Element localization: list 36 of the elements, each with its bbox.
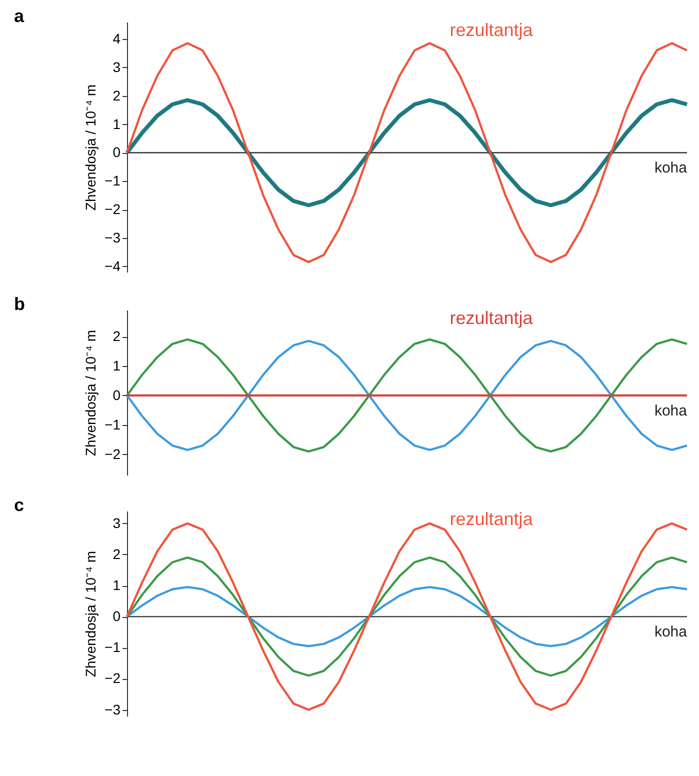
y-tick-label: −1	[104, 416, 121, 432]
y-tick-label: −2	[104, 446, 121, 462]
y-tick-label: 1	[112, 577, 121, 594]
y-tick-label: 0	[112, 608, 121, 624]
series-label: rezultantja	[450, 20, 534, 40]
y-tick-label: −3	[104, 229, 121, 246]
y-tick-label: −3	[104, 701, 121, 718]
y-tick-label: 3	[112, 58, 121, 75]
y-tick-label: 3	[112, 514, 121, 531]
y-tick-label: 1	[112, 357, 121, 374]
y-tick-label: 2	[112, 546, 121, 562]
chart-title: c	[14, 495, 24, 515]
y-axis-title: Zhvendosja / 10⁻⁴ m	[82, 550, 99, 678]
series-label: rezultantja	[450, 509, 534, 529]
y-tick-label: −4	[104, 258, 121, 274]
y-axis-title: Zhvendosja / 10⁻⁴ m	[82, 84, 99, 211]
text: rezultantja	[450, 308, 534, 328]
y-tick-label: 0	[112, 386, 121, 403]
x-axis-title: koha	[654, 402, 688, 420]
y-tick-label: 2	[112, 87, 121, 104]
y-tick-label: −1	[104, 639, 121, 656]
y-tick-label: −2	[104, 201, 121, 217]
chart-title: a	[14, 6, 26, 26]
y-tick-label: 4	[112, 30, 121, 47]
y-tick-label: −1	[104, 172, 121, 189]
line-series	[126, 556, 688, 677]
y-tick-label: 2	[112, 328, 121, 344]
y-tick-label: −2	[104, 670, 121, 686]
y-tick-label: 1	[112, 116, 121, 132]
line-series	[125, 98, 689, 208]
chart-title: b	[14, 294, 26, 314]
line-series	[126, 42, 688, 264]
x-axis-title: koha	[654, 624, 688, 641]
y-axis-title: Zhvendosja / 10⁻⁴ m	[82, 330, 99, 456]
x-axis-title: koha	[654, 160, 688, 177]
y-tick-label: 0	[112, 144, 121, 160]
